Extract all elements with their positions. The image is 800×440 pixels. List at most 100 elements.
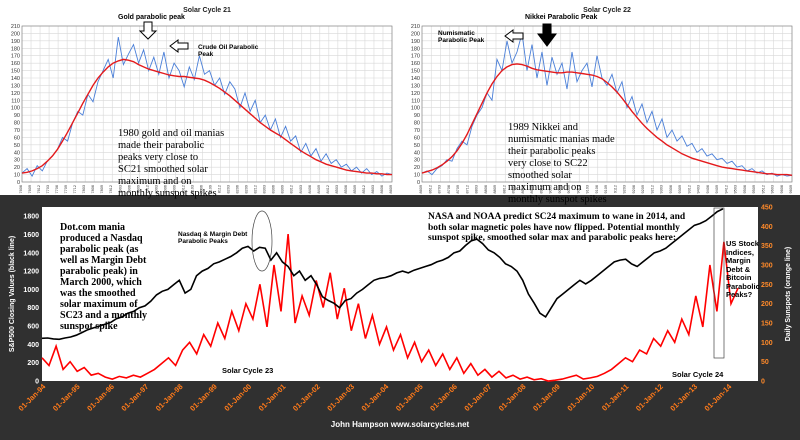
y-tick-label: 10 — [414, 173, 420, 179]
x-tick-label: 9603 — [771, 185, 775, 193]
y-tick-label: 50 — [414, 143, 420, 149]
x-tick-label: 8803 — [475, 185, 479, 193]
x-tick-label: 9403 — [697, 185, 701, 193]
us-stock-annotation: US Stock Indices, Margin Debt & Bitcoin … — [726, 239, 760, 299]
sp500-line — [41, 208, 724, 341]
x-tick-label: 9109 — [604, 185, 608, 193]
x-tick-label: 8306 — [272, 185, 276, 193]
solar-cycle-23-label: Solar Cycle 23 — [222, 366, 274, 375]
x-tick-label: 8003 — [154, 185, 158, 193]
x-tick-label: 9203 — [623, 185, 627, 193]
x-tick-label: 9503 — [734, 185, 738, 193]
x-tick-label: 7812 — [109, 185, 113, 193]
x-tick-label: 8609 — [389, 185, 393, 193]
solar-cycle-21-panel: Solar Cycle 21 0 10 20 30 40 50 60 70 80 90 100 110 1… — [0, 0, 400, 195]
x-tick-label: 8103 — [190, 185, 194, 193]
x-tick-label: 8309 — [281, 185, 285, 193]
numismatic-peak-label: Numismatic Parabolic Peak — [438, 30, 485, 44]
x-tick-label: 9312 — [687, 185, 691, 193]
y2-tick-label: 250 — [761, 282, 773, 289]
x-tick-label: 7909 — [136, 185, 140, 193]
x-tick-label: 7706 — [55, 185, 59, 193]
y-tick-label: 40 — [14, 150, 20, 156]
y2-tick-label: 400 — [761, 224, 773, 231]
y-tick-label: 20 — [414, 165, 420, 171]
x-tick-label: 8109 — [209, 185, 213, 193]
y-tick-label: 1200 — [23, 269, 39, 276]
x-tick-label: 9112 — [613, 185, 617, 193]
y-tick-label: 150 — [411, 69, 420, 75]
y-tick-label: 200 — [11, 31, 20, 37]
y-tick-label: 200 — [411, 31, 420, 37]
x-tick-label: 8406 — [308, 185, 312, 193]
x-tick-label: 9509 — [752, 185, 756, 193]
y-tick-label: 30 — [14, 158, 20, 164]
y-tick-label: 170 — [11, 54, 20, 60]
x-tick-label: 8112 — [218, 185, 222, 193]
y2-tick-label: 200 — [761, 301, 773, 308]
crude-oil-peak-arrow — [169, 39, 189, 53]
y-tick-label: 160 — [11, 61, 20, 67]
x-tick-label: 9506 — [743, 185, 747, 193]
y-tick-label: 10 — [14, 173, 20, 179]
y-tick-label: 110 — [411, 98, 420, 104]
x-tick-label: 8403 — [299, 185, 303, 193]
sc22-annotation: 1989 Nikkei and numismatic manias made t… — [508, 122, 615, 205]
y-tick-label: 140 — [11, 76, 20, 82]
y-tick-label: 130 — [411, 83, 420, 89]
x-tick-label: 9409 — [715, 185, 719, 193]
x-tick-label: 8206 — [236, 185, 240, 193]
footer-credit: John Hampson www.solarcycles.net — [330, 420, 470, 429]
x-tick-label: 8509 — [353, 185, 357, 193]
dotcom-annotation: Dot.com mania produced a Nasdaq paraboli… — [60, 222, 147, 332]
x-tick-label: 8106 — [199, 185, 203, 193]
solar-cycle-24-label: Solar Cycle 24 — [672, 370, 724, 379]
y-tick-label: 180 — [11, 46, 20, 52]
x-tick-label: 7606 — [19, 185, 23, 193]
x-tick-label: 9609 — [789, 185, 793, 193]
x-tick-label: 9606 — [780, 185, 784, 193]
y-tick-label: 600 — [27, 324, 39, 331]
crude-oil-peak-label: Crude Oil Parabolic Peak — [198, 44, 259, 58]
x-tick-label: 8409 — [317, 185, 321, 193]
x-tick-label: 7703 — [46, 185, 50, 193]
x-tick-label: 7803 — [82, 185, 86, 193]
numismatic-peak-arrow — [504, 29, 524, 43]
y-tick-label: 0 — [35, 379, 39, 386]
y2-tick-label: 100 — [761, 340, 773, 347]
nasdaq-peaks-label: Nasdaq & Margin Debt Parabolic Peaks — [178, 231, 248, 245]
y-tick-label: 130 — [11, 83, 20, 89]
x-tick-label: 8906 — [521, 185, 525, 193]
x-tick-label: 9406 — [706, 185, 710, 193]
x-tick-label: 7709 — [64, 185, 68, 193]
y-tick-label: 210 — [411, 24, 420, 30]
x-tick-label: 8503 — [335, 185, 339, 193]
gold-peak-arrow — [138, 21, 158, 40]
y2-tick-label: 350 — [761, 243, 773, 250]
x-tick-label: 8603 — [371, 185, 375, 193]
x-tick-label: 9003 — [549, 185, 553, 193]
y-tick-label: 200 — [27, 360, 39, 367]
y-tick-label: 80 — [14, 121, 20, 127]
x-tick-label: 7903 — [118, 185, 122, 193]
y-tick-label: 40 — [414, 150, 420, 156]
y-axis-label: S&P500 Closing Values (black line) — [9, 236, 16, 352]
nasdaq-peak-ellipse — [251, 210, 273, 272]
x-tick-label: 9306 — [669, 185, 673, 193]
y-tick-label: 1800 — [23, 214, 39, 221]
x-tick-label: 7609 — [28, 185, 32, 193]
nasa-annotation: NASA and NOAA predict SC24 maximum to wa… — [428, 212, 686, 243]
nikkei-peak-arrow — [537, 23, 557, 47]
sc21-annotation: 1980 gold and oil manias made their para… — [118, 128, 225, 199]
y2-tick-label: 300 — [761, 263, 773, 270]
x-tick-label: 8212 — [254, 185, 258, 193]
x-tick-label: 8512 — [362, 185, 366, 193]
y-tick-label: 70 — [414, 128, 420, 134]
x-tick-label: 8012 — [181, 185, 185, 193]
x-tick-label: 8812 — [502, 185, 506, 193]
y-tick-label: 90 — [414, 113, 420, 119]
x-tick-label: 7612 — [37, 185, 41, 193]
y2-axis-label: Daily Sunspots (orange line) — [785, 247, 792, 342]
x-tick-label: 9012 — [576, 185, 580, 193]
y-tick-label: 400 — [27, 342, 39, 349]
